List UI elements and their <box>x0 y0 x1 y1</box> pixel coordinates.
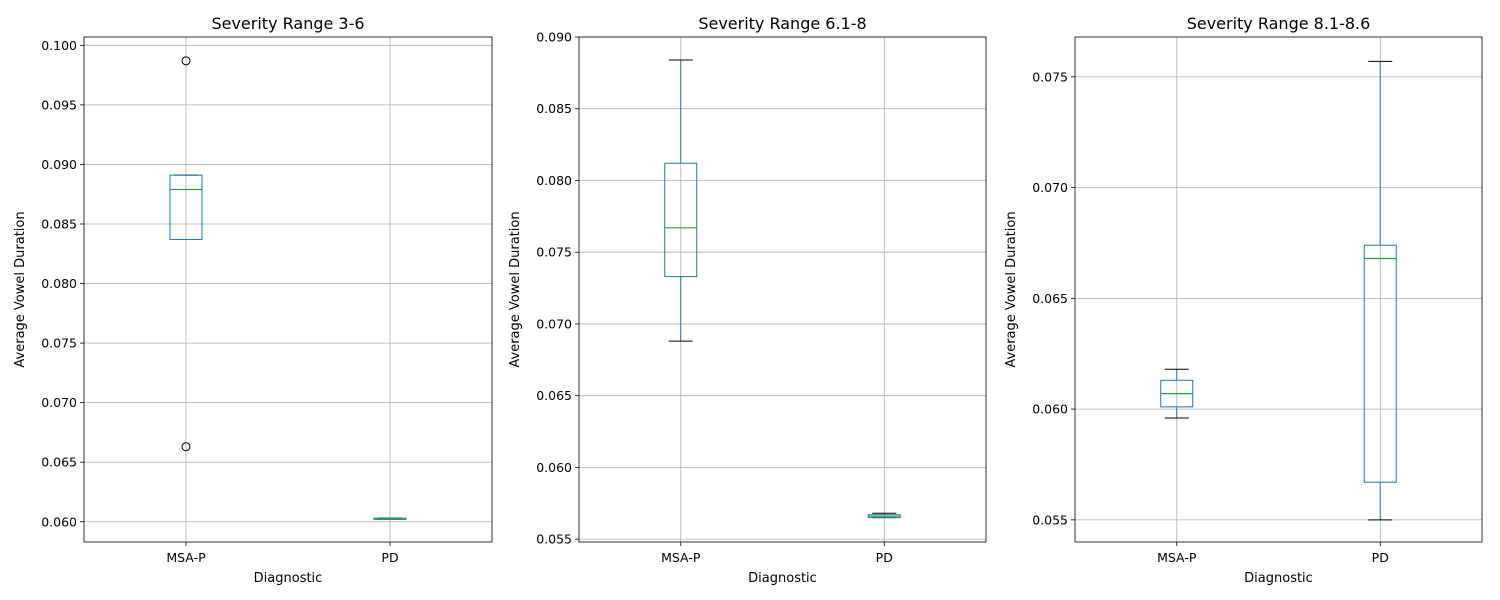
chart-panel-1: 0.060 0.065 0.070 0.075 0.080 0.085 0.090 0.095… <box>13 14 493 586</box>
box-msa-p <box>169 56 203 452</box>
y-tick-label: 0.055 <box>536 532 572 547</box>
plot-frame <box>1074 36 1483 543</box>
y-tick-label: 0.055 <box>1032 512 1068 527</box>
y-tick-label: 0.060 <box>536 460 572 475</box>
y-tick-label: 0.085 <box>41 216 77 231</box>
y-axis-label: Average Vowel Duration <box>13 211 28 367</box>
outlier-point <box>181 442 191 452</box>
y-tick-label: 0.090 <box>41 157 77 172</box>
chart-panel-2: 0.055 0.060 0.065 0.070 0.075 0.080 0.085 0.090… <box>508 14 987 586</box>
y-tick-label: 0.060 <box>41 514 77 529</box>
box-pd <box>867 512 901 519</box>
x-axis-label: Diagnostic <box>1244 571 1313 586</box>
y-tick-label: 0.085 <box>536 101 572 116</box>
x-tick-label: MSA-P <box>1157 550 1197 565</box>
y-tick-label: 0.065 <box>41 455 77 470</box>
y-tick-label: 0.060 <box>1032 402 1068 417</box>
box-msa-p <box>1160 368 1194 419</box>
x-tick-label: MSA-P <box>661 550 701 565</box>
x-tick-label: PD <box>381 550 398 565</box>
y-tick-label: 0.070 <box>1032 180 1068 195</box>
x-axis-label: Diagnostic <box>748 571 817 586</box>
y-tick-label: 0.075 <box>1032 69 1068 84</box>
y-axis-label: Average Vowel Duration <box>508 211 523 367</box>
y-tick-label: 0.075 <box>536 245 572 260</box>
y-tick-label: 0.065 <box>1032 291 1068 306</box>
box-pd <box>373 517 407 520</box>
chart-panel-3: 0.055 0.060 0.065 0.070 0.075 MSA-P PD Severity… <box>1004 14 1483 586</box>
y-tick-label: 0.070 <box>41 395 77 410</box>
iqr-box <box>1363 244 1397 483</box>
x-tick-label: PD <box>876 550 893 565</box>
chart-title: Severity Range 6.1-8 <box>698 14 866 33</box>
y-tick-label: 0.080 <box>41 276 77 291</box>
outlier-point <box>181 56 191 66</box>
plot-frame <box>83 36 493 543</box>
x-axis-label: Diagnostic <box>254 571 323 586</box>
box-pd <box>1363 60 1397 521</box>
chart-title: Severity Range 8.1-8.6 <box>1187 14 1371 33</box>
iqr-box <box>169 174 203 240</box>
y-tick-label: 0.070 <box>536 316 572 331</box>
y-tick-label: 0.100 <box>41 38 77 53</box>
plot-frame <box>578 36 987 543</box>
y-tick-label: 0.080 <box>536 173 572 188</box>
x-tick-label: PD <box>1372 550 1389 565</box>
y-axis-label: Average Vowel Duration <box>1004 211 1019 367</box>
y-tick-label: 0.075 <box>41 336 77 351</box>
y-tick-label: 0.090 <box>536 30 572 45</box>
y-tick-label: 0.065 <box>536 388 572 403</box>
box-msa-p <box>664 59 698 342</box>
y-tick-label: 0.095 <box>41 97 77 112</box>
chart-title: Severity Range 3-6 <box>211 14 364 33</box>
x-tick-label: MSA-P <box>166 550 206 565</box>
iqr-box <box>664 162 698 278</box>
